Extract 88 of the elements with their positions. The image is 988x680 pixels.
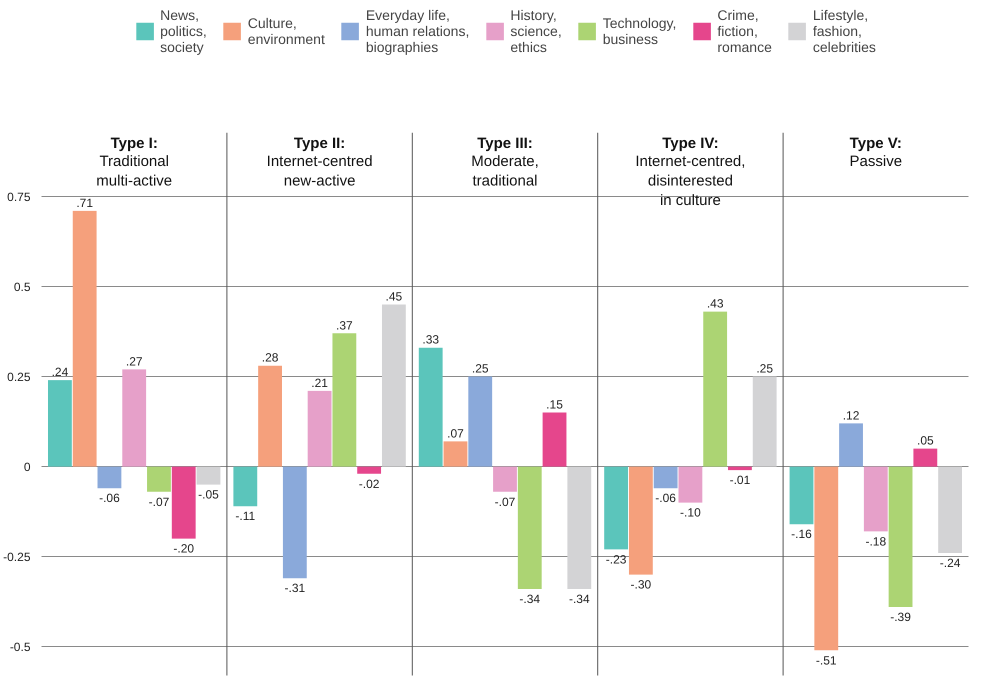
data-label: .07	[447, 426, 464, 440]
data-label: -.30	[630, 578, 652, 592]
data-label: .05	[916, 434, 934, 448]
data-label: -.31	[284, 581, 306, 596]
data-label: .28	[262, 350, 279, 365]
bar	[122, 369, 146, 467]
x-tick-label: Type IV: Internet-centred, disinterested in culture	[635, 134, 746, 209]
data-label: -.16	[791, 527, 812, 542]
data-label: -.06	[655, 491, 676, 506]
bar	[839, 423, 863, 467]
data-label: -.39	[890, 610, 912, 624]
legend-label: Crime, fiction, romance	[717, 7, 772, 55]
data-label: -.18	[865, 534, 886, 548]
legend-label: Technology, business	[602, 15, 676, 47]
data-label: -.05	[198, 488, 220, 502]
bar	[468, 376, 492, 467]
bar	[418, 348, 443, 467]
x-tick-label: Type V: Passive	[850, 134, 902, 170]
bar	[282, 466, 307, 578]
bar	[604, 466, 628, 550]
bar	[752, 376, 777, 467]
y-tick-label: -0.25	[3, 550, 31, 564]
bar	[790, 466, 814, 524]
bar	[567, 466, 592, 590]
bar	[913, 448, 938, 467]
data-label: .27	[126, 354, 143, 368]
bar	[147, 466, 171, 492]
bar	[542, 412, 566, 467]
bar	[518, 466, 542, 590]
bar	[72, 210, 97, 467]
bar	[48, 380, 72, 467]
legend-label: News, politics, society	[160, 7, 207, 55]
data-label: .15	[546, 398, 564, 412]
bar	[258, 366, 282, 467]
bar	[357, 466, 382, 474]
data-label: .12	[842, 408, 860, 422]
y-tick-label: -0.5	[10, 640, 31, 654]
data-label: -.07	[494, 494, 516, 509]
bar	[628, 466, 653, 575]
bar	[728, 466, 752, 470]
bar	[888, 466, 912, 608]
data-label: -.24	[940, 556, 961, 570]
data-label: .25	[756, 362, 774, 376]
x-tick-label: Type III: Moderate, traditional	[471, 134, 539, 190]
y-tick-label: 0.5	[14, 280, 31, 294]
data-label: .24	[52, 365, 69, 380]
bar	[444, 441, 468, 467]
data-label: .45	[386, 289, 403, 304]
bar	[308, 390, 332, 467]
data-label: -.34	[568, 592, 590, 606]
legend-label: History, science, ethics	[510, 7, 562, 55]
data-label: .25	[472, 362, 489, 376]
data-label: -.20	[173, 542, 194, 556]
bar	[678, 466, 702, 503]
bar	[332, 333, 356, 467]
bar	[938, 466, 962, 554]
bar	[654, 466, 678, 488]
data-label: -.23	[606, 552, 627, 566]
data-label: -.51	[816, 653, 837, 668]
data-label: -.11	[235, 509, 256, 524]
data-label: -.34	[519, 592, 540, 606]
bar	[382, 304, 406, 467]
data-label: .71	[76, 196, 94, 210]
bar	[703, 312, 728, 467]
data-label: .37	[336, 318, 354, 332]
bar	[814, 466, 838, 650]
data-label: -.10	[680, 506, 702, 520]
data-label: .43	[706, 296, 724, 311]
y-tick-label: 0.25	[7, 370, 31, 384]
bar	[98, 466, 122, 488]
y-tick-label: 0	[24, 460, 31, 474]
legend-label: Everyday life, human relations, biographies	[366, 7, 470, 55]
legend-label: Culture, environment	[248, 15, 325, 47]
data-label: -.06	[99, 491, 120, 506]
bar	[233, 466, 258, 506]
x-tick-label: Type II: Internet-centred new-active	[266, 134, 373, 190]
data-label: -.01	[730, 473, 751, 488]
bar	[196, 466, 220, 485]
bar	[172, 466, 196, 539]
x-tick-label: Type I: Traditional multi-active	[96, 134, 172, 190]
bar	[493, 466, 517, 492]
data-label: .21	[311, 376, 328, 390]
data-label: .33	[422, 332, 440, 347]
bar	[864, 466, 888, 532]
y-tick-label: 0.75	[7, 190, 31, 204]
data-label: -.07	[148, 494, 170, 509]
legend-label: Lifestyle, fashion, celebrities	[812, 7, 876, 55]
data-label: -.02	[358, 476, 380, 491]
